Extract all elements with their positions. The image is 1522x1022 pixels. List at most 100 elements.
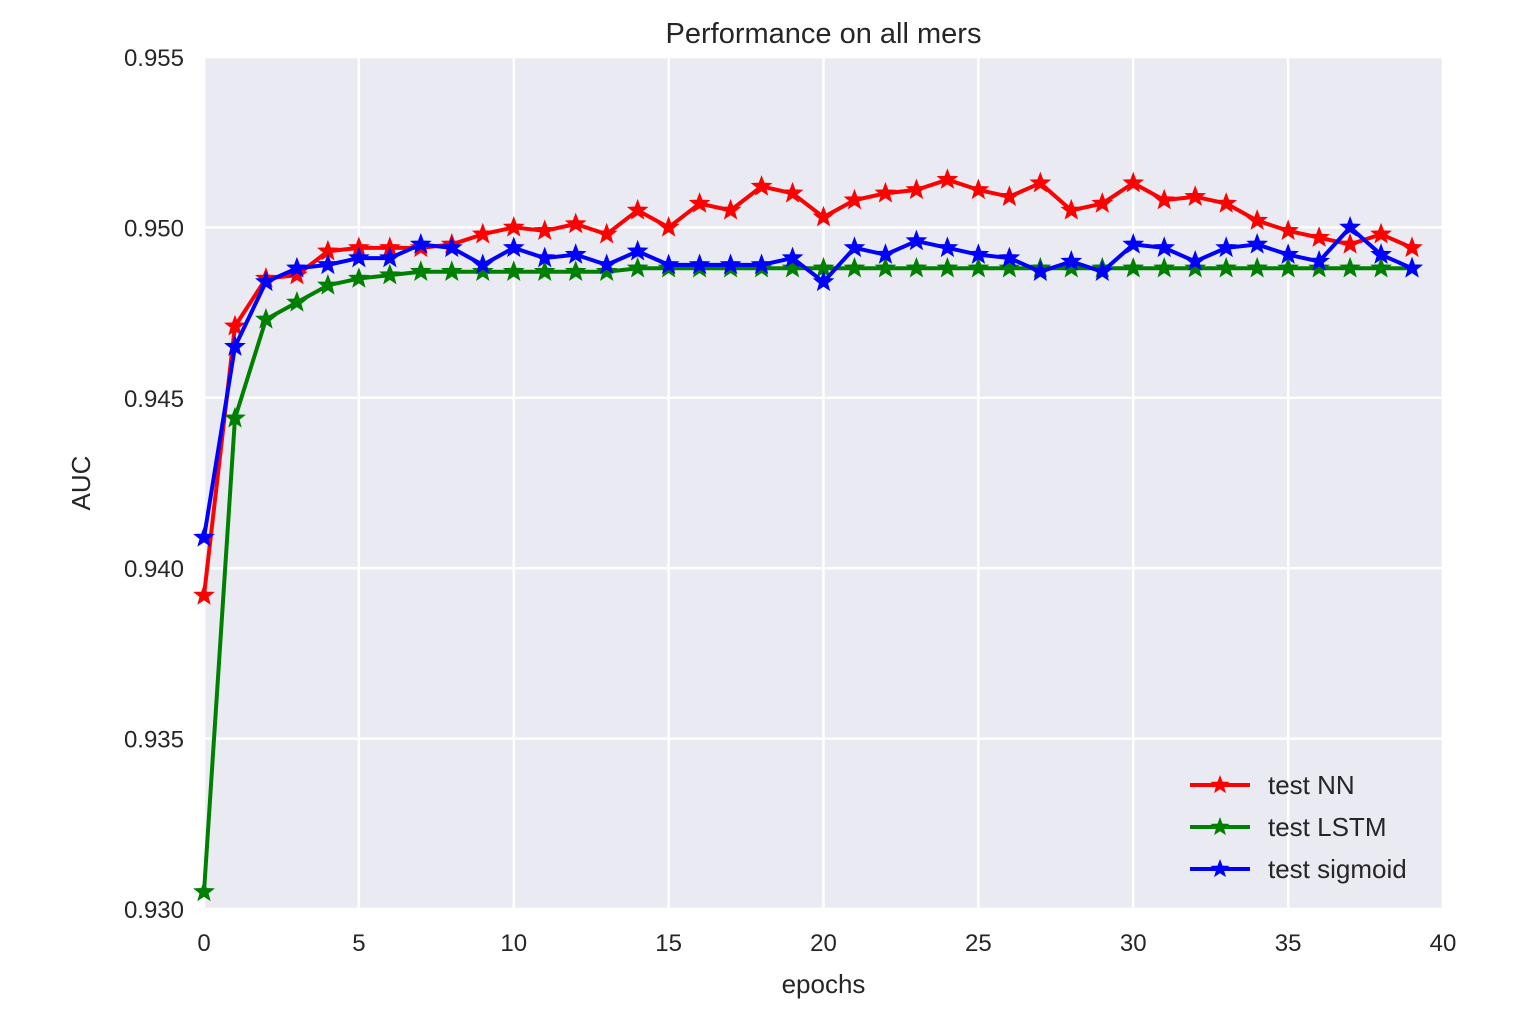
data-point bbox=[874, 181, 897, 203]
data-point bbox=[1029, 260, 1052, 281]
data-point bbox=[688, 253, 711, 275]
x-tick-label: 25 bbox=[965, 930, 992, 957]
data-point bbox=[348, 246, 370, 268]
data-point bbox=[719, 253, 742, 275]
data-point bbox=[1153, 256, 1176, 278]
data-point bbox=[1277, 243, 1299, 264]
data-point bbox=[719, 198, 742, 220]
data-point bbox=[1401, 236, 1423, 258]
data-point bbox=[1091, 260, 1114, 281]
x-tick-label: 0 bbox=[197, 930, 210, 957]
x-tick-labels: 0 5 10 15 20 25 30 35 40 bbox=[197, 930, 1456, 957]
data-point bbox=[781, 246, 804, 268]
data-point bbox=[440, 236, 463, 258]
data-point bbox=[1184, 185, 1207, 206]
data-point bbox=[936, 168, 959, 189]
y-tick-label: 0.945 bbox=[124, 386, 184, 413]
data-point bbox=[626, 256, 649, 278]
data-point bbox=[1308, 250, 1330, 271]
data-point bbox=[781, 181, 804, 203]
data-point bbox=[502, 215, 525, 237]
legend-item: test LSTM bbox=[1190, 812, 1386, 842]
data-point bbox=[626, 198, 649, 220]
data-point bbox=[812, 205, 835, 227]
data-point bbox=[1184, 256, 1207, 278]
data-point bbox=[471, 260, 494, 281]
data-point bbox=[998, 185, 1021, 206]
data-point bbox=[317, 253, 339, 275]
data-point bbox=[286, 256, 308, 278]
data-point bbox=[1153, 188, 1176, 210]
data-point bbox=[224, 335, 246, 356]
data-point bbox=[409, 260, 432, 281]
x-tick-label: 10 bbox=[500, 930, 527, 957]
data-point bbox=[626, 239, 649, 261]
data-point bbox=[905, 229, 928, 251]
data-point bbox=[657, 215, 680, 237]
data-point bbox=[348, 267, 370, 288]
data-point bbox=[1370, 243, 1392, 264]
data-point bbox=[471, 253, 494, 275]
y-tick-label: 0.955 bbox=[124, 45, 184, 72]
y-tick-label: 0.935 bbox=[124, 727, 184, 754]
data-point bbox=[564, 212, 587, 234]
data-point bbox=[1339, 233, 1361, 254]
data-point bbox=[688, 192, 711, 213]
data-point bbox=[905, 178, 928, 200]
data-point bbox=[1091, 192, 1114, 213]
data-point bbox=[967, 243, 990, 264]
data-point bbox=[998, 256, 1021, 278]
data-point bbox=[471, 222, 494, 244]
legend-label: test NN bbox=[1268, 770, 1355, 800]
data-point bbox=[1370, 256, 1392, 278]
x-tick-label: 15 bbox=[655, 930, 682, 957]
data-point bbox=[255, 270, 277, 292]
data-point bbox=[533, 260, 556, 281]
data-point bbox=[1122, 256, 1145, 278]
data-point bbox=[1339, 256, 1361, 278]
data-point bbox=[998, 246, 1021, 268]
data-point bbox=[1122, 171, 1145, 193]
data-point bbox=[1246, 209, 1269, 230]
data-point bbox=[595, 253, 618, 275]
data-point bbox=[378, 263, 401, 285]
data-point bbox=[812, 270, 835, 292]
data-point bbox=[874, 256, 897, 278]
data-point bbox=[193, 584, 215, 605]
legend-label: test sigmoid bbox=[1268, 854, 1407, 884]
data-point bbox=[533, 219, 556, 241]
data-point bbox=[1215, 256, 1238, 278]
series-test-sigmoid bbox=[193, 215, 1423, 547]
legend-marker bbox=[1210, 817, 1230, 836]
legend-marker bbox=[1210, 859, 1230, 878]
data-point bbox=[936, 236, 959, 258]
data-point bbox=[843, 236, 866, 258]
y-tick-labels: 0.930 0.935 0.940 0.945 0.950 0.955 bbox=[124, 45, 184, 924]
series-line bbox=[202, 225, 1413, 538]
data-point bbox=[564, 260, 587, 281]
chart-title: Performance on all mers bbox=[666, 18, 982, 50]
data-point bbox=[224, 406, 246, 428]
legend-label: test LSTM bbox=[1268, 812, 1386, 842]
data-point bbox=[1277, 256, 1299, 278]
data-point bbox=[1370, 222, 1392, 244]
data-point bbox=[224, 314, 246, 336]
data-point bbox=[1122, 233, 1145, 254]
data-point bbox=[843, 256, 866, 278]
x-tick-label: 30 bbox=[1120, 930, 1147, 957]
x-tick-label: 5 bbox=[352, 930, 365, 957]
data-point bbox=[750, 175, 773, 196]
data-point bbox=[1184, 250, 1207, 271]
data-point bbox=[502, 236, 525, 258]
data-point bbox=[533, 246, 556, 268]
legend-item: test sigmoid bbox=[1190, 854, 1407, 884]
data-point bbox=[1060, 198, 1083, 220]
data-point bbox=[1246, 233, 1269, 254]
data-point bbox=[967, 178, 990, 200]
legend: test NN test LSTM test sigmoid bbox=[1190, 770, 1407, 884]
y-tick-label: 0.930 bbox=[124, 897, 184, 924]
data-point bbox=[1215, 192, 1238, 213]
data-point bbox=[1277, 219, 1299, 241]
data-point bbox=[595, 222, 618, 244]
